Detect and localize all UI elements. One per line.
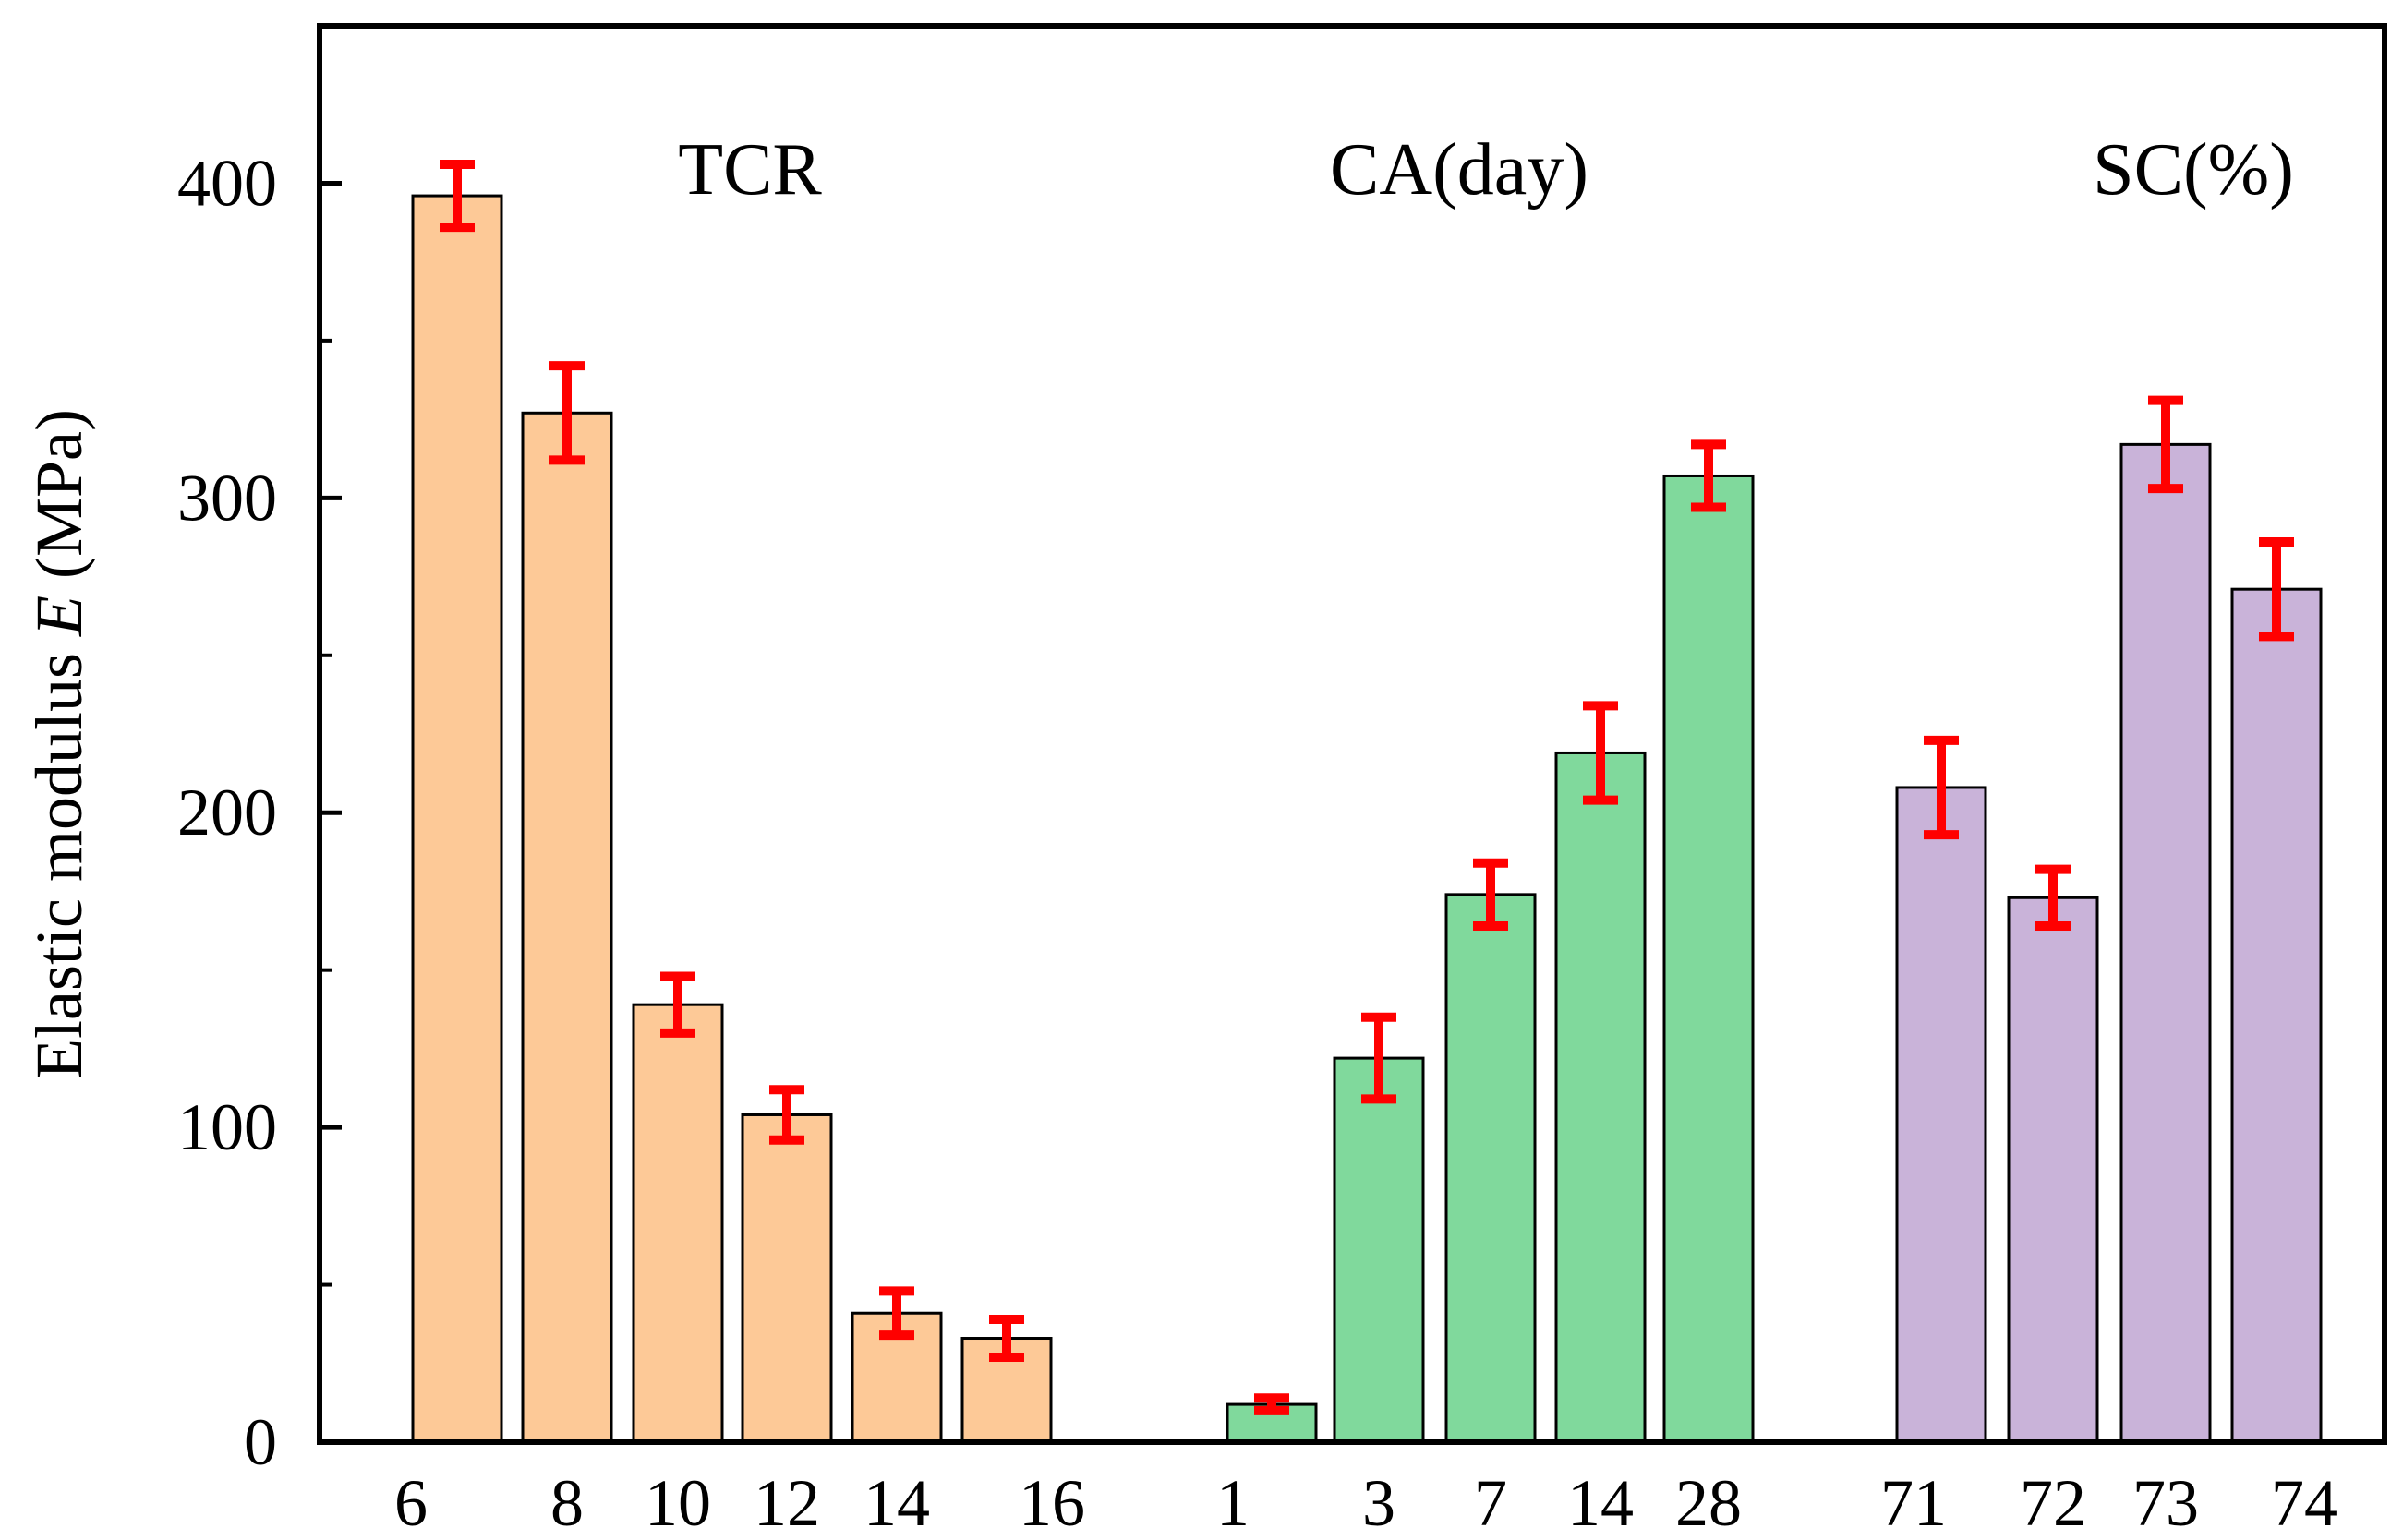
bar-caday-14 (1554, 751, 1647, 1444)
bar-caday-3 (1333, 1056, 1425, 1444)
group-label-tcr: TCR (678, 129, 822, 211)
error-bar-tcr-12 (769, 1085, 804, 1145)
x-tick-label-caday-28: 28 (1675, 1466, 1742, 1540)
y-axis-title-prefix: Elastic modulus (22, 636, 96, 1079)
y-tick-label-0: 0 (244, 1405, 277, 1479)
group-label-sc: SC(%) (2093, 129, 2294, 211)
error-bar-sc-74 (2259, 537, 2294, 642)
error-bars-layer (440, 159, 2294, 1415)
plot-frame (317, 23, 2387, 1445)
bar-caday-7 (1444, 893, 1537, 1444)
bar-tcr-8 (521, 411, 613, 1444)
error-bar-caday-14 (1583, 701, 1618, 805)
y-tick-label-400: 400 (177, 146, 277, 220)
x-tick-label-caday-14: 14 (1567, 1466, 1634, 1540)
x-tick-label-tcr-12: 12 (754, 1466, 820, 1540)
error-bar-tcr-14 (879, 1286, 914, 1341)
error-bar-caday-1 (1254, 1393, 1289, 1415)
x-tick-label-tcr-10: 10 (645, 1466, 711, 1540)
bar-sc-71 (1895, 786, 1987, 1444)
x-tick-label-tcr-14: 14 (863, 1466, 930, 1540)
x-axis: 6 8 10 12 14 16 1 3 7 14 28 71 72 73 74 (394, 1466, 2337, 1540)
bar-sc-72 (2007, 896, 2099, 1444)
x-tick-label-caday-7: 7 (1474, 1466, 1507, 1540)
bar-tcr-12 (741, 1113, 833, 1444)
x-tick-label-caday-1: 1 (1216, 1466, 1250, 1540)
y-axis-title-symbol: E (22, 596, 96, 637)
group-label-caday: CA(day) (1330, 129, 1588, 211)
error-bar-tcr-6 (440, 159, 475, 233)
x-tick-label-tcr-6: 6 (394, 1466, 428, 1540)
bar-sc-73 (2119, 442, 2212, 1444)
error-bar-sc-71 (1924, 735, 1959, 840)
error-bar-sc-72 (2035, 864, 2071, 931)
error-bar-tcr-16 (989, 1315, 1024, 1362)
bar-tcr-10 (632, 1003, 724, 1444)
error-bar-caday-28 (1691, 439, 1726, 512)
x-tick-label-sc-73: 73 (2132, 1466, 2199, 1540)
y-axis: 0 100 200 300 400 (177, 146, 342, 1479)
error-bar-caday-7 (1473, 858, 1508, 931)
x-tick-label-sc-72: 72 (2020, 1466, 2086, 1540)
error-bar-tcr-8 (549, 361, 585, 465)
x-tick-label-tcr-8: 8 (550, 1466, 584, 1540)
x-tick-label-tcr-16: 16 (1019, 1466, 1085, 1540)
bar-caday-28 (1662, 474, 1755, 1444)
y-tick-label-200: 200 (177, 776, 277, 849)
y-tick-label-100: 100 (177, 1090, 277, 1164)
group-labels: TCR CA(day) SC(%) (678, 129, 2294, 211)
x-tick-label-sc-71: 71 (1880, 1466, 1947, 1540)
y-axis-title: Elastic modulus E (MPa) (22, 409, 96, 1079)
bar-sc-74 (2230, 587, 2323, 1444)
y-tick-label-300: 300 (177, 461, 277, 535)
error-bar-caday-3 (1361, 1012, 1396, 1104)
error-bar-sc-73 (2148, 395, 2183, 494)
error-bar-tcr-10 (660, 971, 695, 1038)
y-axis-title-suffix: (MPa) (22, 409, 96, 596)
bars-layer (411, 194, 2323, 1444)
x-tick-label-sc-74: 74 (2271, 1466, 2337, 1540)
bar-tcr-6 (411, 194, 503, 1444)
x-tick-label-caday-3: 3 (1362, 1466, 1395, 1540)
